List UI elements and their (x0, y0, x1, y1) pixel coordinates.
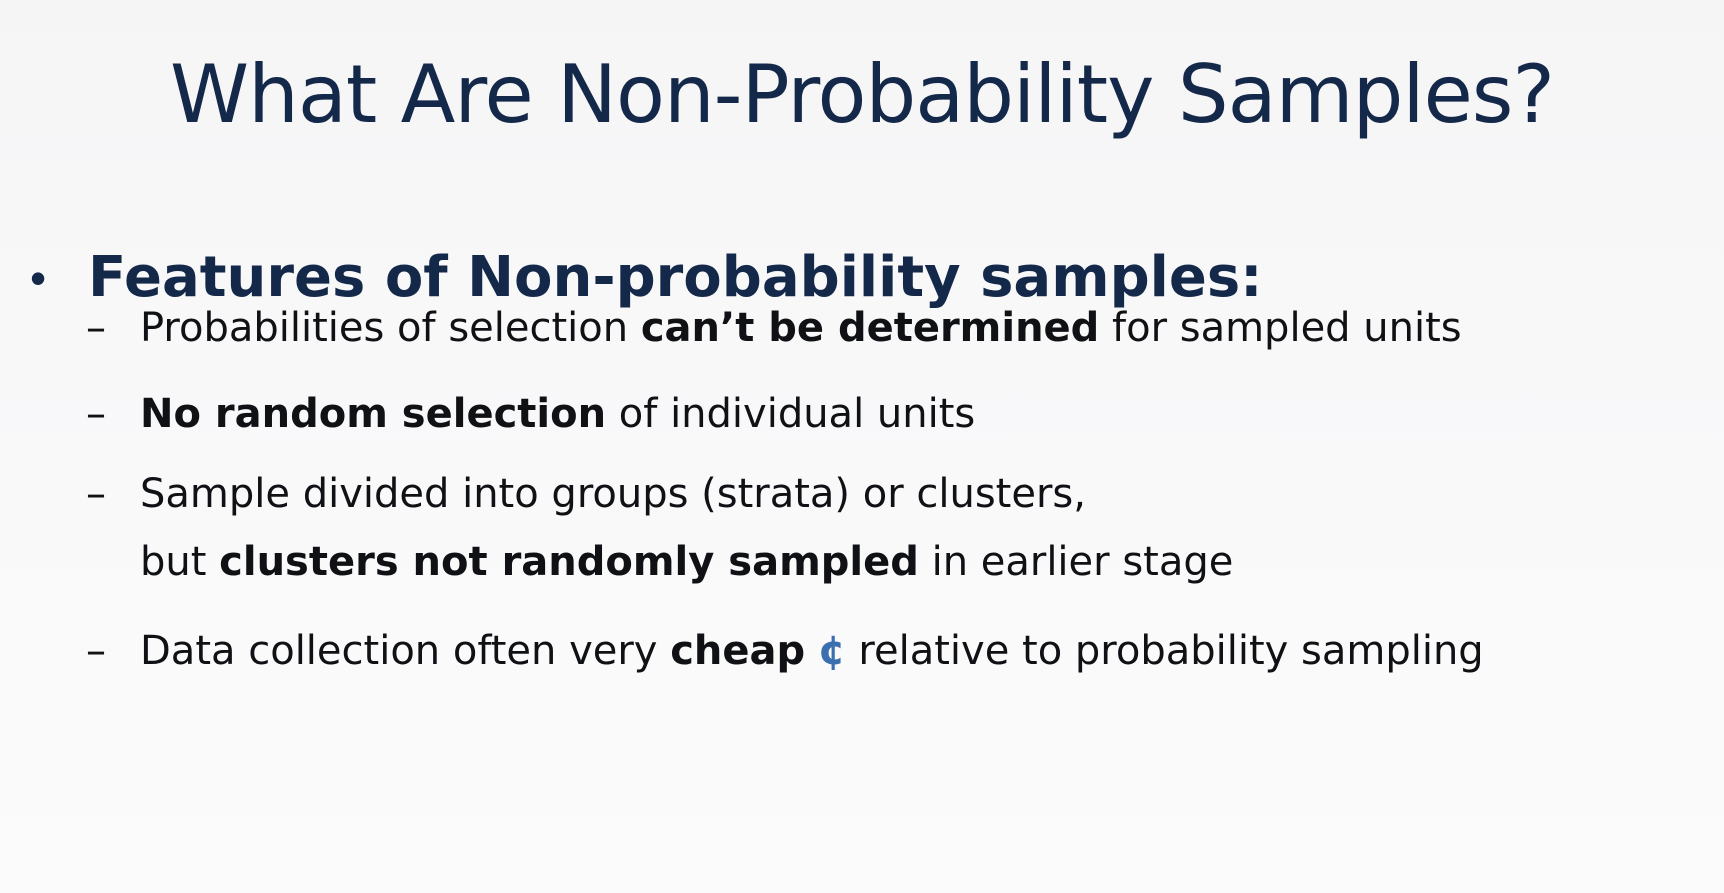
sub-item-4-text: Data collection often very (140, 628, 671, 674)
dash-marker: – (86, 471, 106, 517)
bullet-marker: • (30, 252, 47, 304)
sub-item-3-line2-bold: clusters not randomly sampled (219, 539, 919, 585)
sub-item-4: – Data collection often very cheap ¢ rela… (86, 623, 1484, 679)
cent-icon: ¢ (817, 628, 846, 674)
dash-marker: – (86, 305, 106, 351)
sub-item-1: – Probabilities of selection can’t be det… (86, 300, 1462, 356)
sub-item-1-tail: for sampled units (1099, 305, 1462, 351)
slide-title: What Are Non-Probability Samples? (170, 48, 1555, 141)
main-bullet: • Features of Non-probability samples: (30, 238, 1263, 318)
sub-item-2-bold: No random selection (140, 391, 607, 437)
sub-item-3: – Sample divided into groups (strata) or … (86, 466, 1086, 522)
sub-item-2: – No random selection of individual units (86, 386, 975, 442)
sub-item-3-continuation: but clusters not randomly sampled in ear… (140, 534, 1233, 590)
sub-item-1-bold: can’t be determined (640, 305, 1100, 351)
sub-item-4-tail: relative to probability sampling (845, 628, 1484, 674)
sub-item-3-line1: Sample divided into groups (strata) or c… (140, 471, 1086, 517)
sub-item-1-text: Probabilities of selection (140, 305, 641, 351)
sub-item-4-bold: cheap (670, 628, 806, 674)
bullet-heading: Features of Non-probability samples: (88, 245, 1263, 310)
dash-marker: – (86, 391, 106, 437)
sub-item-3-line2-tail: in earlier stage (918, 539, 1234, 585)
dash-marker: – (86, 628, 106, 674)
sub-item-3-line2-text: but (140, 539, 220, 585)
sub-item-2-tail: of individual units (606, 391, 976, 437)
